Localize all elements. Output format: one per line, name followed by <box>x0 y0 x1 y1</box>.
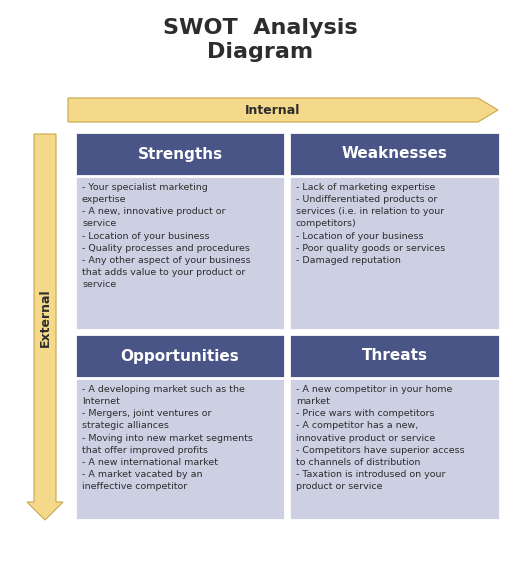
Bar <box>75 132 285 330</box>
Text: - Lack of marketing expertise
- Undifferentiated products or
services (i.e. in r: - Lack of marketing expertise - Undiffer… <box>296 183 445 265</box>
Polygon shape <box>27 134 63 520</box>
Text: External: External <box>38 289 51 347</box>
Text: - A new competitor in your home
market
- Price wars with competitors
- A competi: - A new competitor in your home market -… <box>296 385 465 491</box>
Bar <box>289 334 500 378</box>
Polygon shape <box>68 98 498 122</box>
Text: - A developing market such as the
Internet
- Mergers, joint ventures or
strategi: - A developing market such as the Intern… <box>82 385 253 491</box>
Text: - Your specialist marketing
expertise
- A new, innovative product or
service
- L: - Your specialist marketing expertise - … <box>82 183 251 289</box>
Text: Weaknesses: Weaknesses <box>342 147 447 161</box>
Text: Opportunities: Opportunities <box>121 349 239 364</box>
Bar <box>289 132 500 176</box>
Bar <box>289 132 500 330</box>
Text: Diagram: Diagram <box>207 42 313 62</box>
Text: Internal: Internal <box>245 103 301 117</box>
Bar <box>289 334 500 520</box>
Bar <box>75 132 285 176</box>
Bar <box>75 334 285 378</box>
Bar <box>75 334 285 520</box>
Text: SWOT  Analysis: SWOT Analysis <box>163 18 357 38</box>
Text: Strengths: Strengths <box>137 147 223 161</box>
Text: Threats: Threats <box>361 349 427 364</box>
